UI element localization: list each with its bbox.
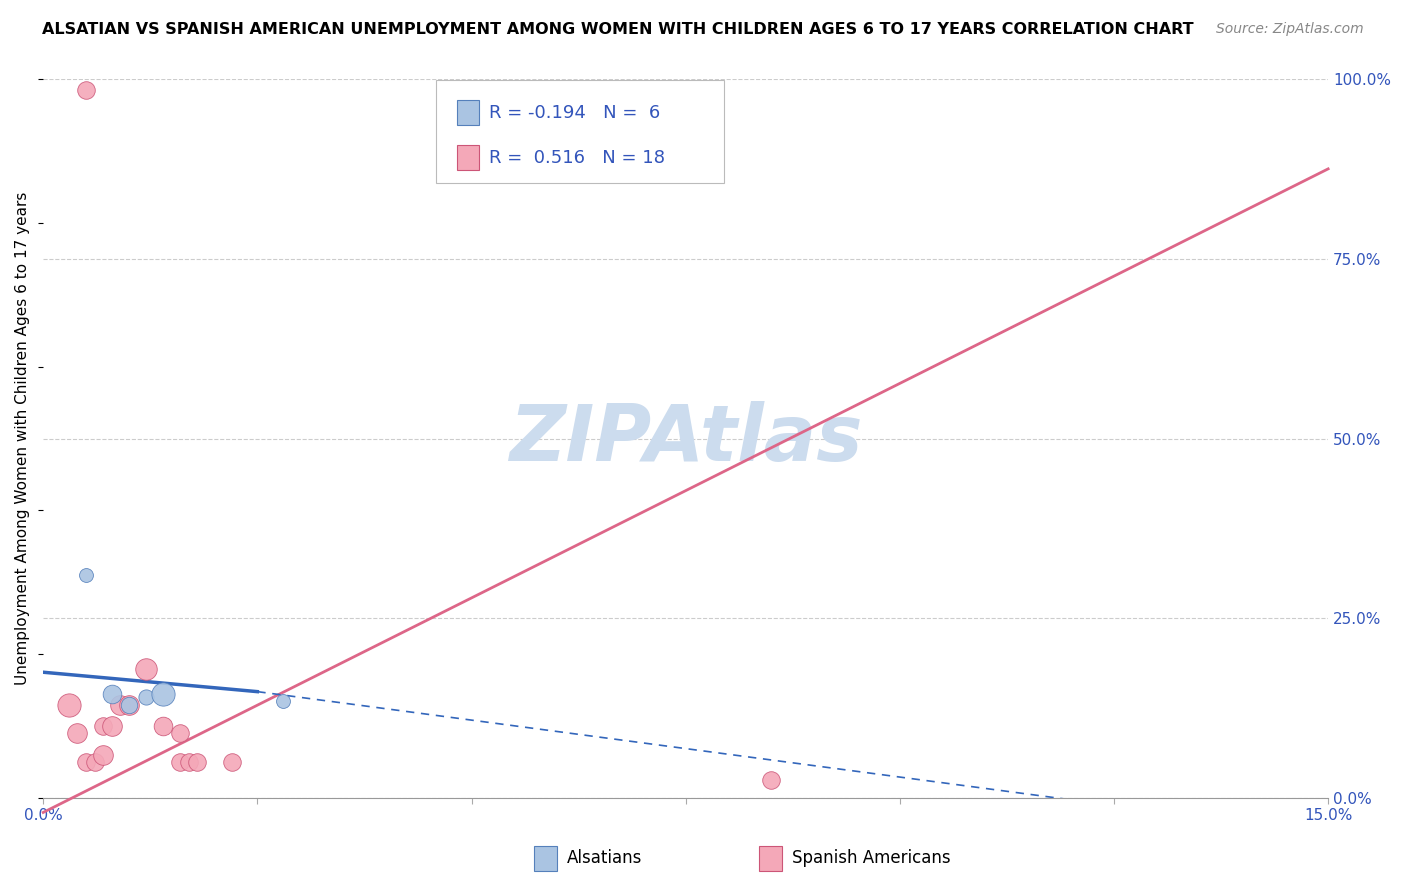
Point (177, 755, 200, 769)
Point (152, 719, 174, 733)
Point (58, 698, 80, 712)
Point (110, 698, 132, 712)
Point (100, 687, 122, 701)
Point (761, 773, 783, 788)
Point (135, 662, 157, 676)
Point (75, 755, 97, 769)
Text: ZIPAtlas: ZIPAtlas (509, 401, 862, 476)
Text: Spanish Americans: Spanish Americans (792, 849, 950, 867)
Point (221, 755, 243, 769)
Point (75, 83, 97, 97)
Point (66, 726, 89, 740)
Point (169, 755, 191, 769)
Point (91, 719, 114, 733)
Point (75, 568, 97, 582)
Point (152, 687, 174, 701)
Text: R =  0.516   N = 18: R = 0.516 N = 18 (489, 149, 665, 167)
Point (100, 719, 122, 733)
Point (271, 694, 294, 708)
Point (118, 698, 141, 712)
Point (91, 747, 114, 762)
Text: Source: ZipAtlas.com: Source: ZipAtlas.com (1216, 22, 1364, 37)
Point (135, 690, 157, 705)
Text: Alsatians: Alsatians (567, 849, 643, 867)
Text: R = -0.194   N =  6: R = -0.194 N = 6 (489, 103, 661, 122)
Point (118, 698, 141, 712)
Point (169, 726, 191, 740)
Text: ALSATIAN VS SPANISH AMERICAN UNEMPLOYMENT AMONG WOMEN WITH CHILDREN AGES 6 TO 17: ALSATIAN VS SPANISH AMERICAN UNEMPLOYMEN… (42, 22, 1194, 37)
Y-axis label: Unemployment Among Women with Children Ages 6 to 17 years: Unemployment Among Women with Children A… (15, 192, 30, 685)
Point (186, 755, 208, 769)
Point (83, 755, 105, 769)
